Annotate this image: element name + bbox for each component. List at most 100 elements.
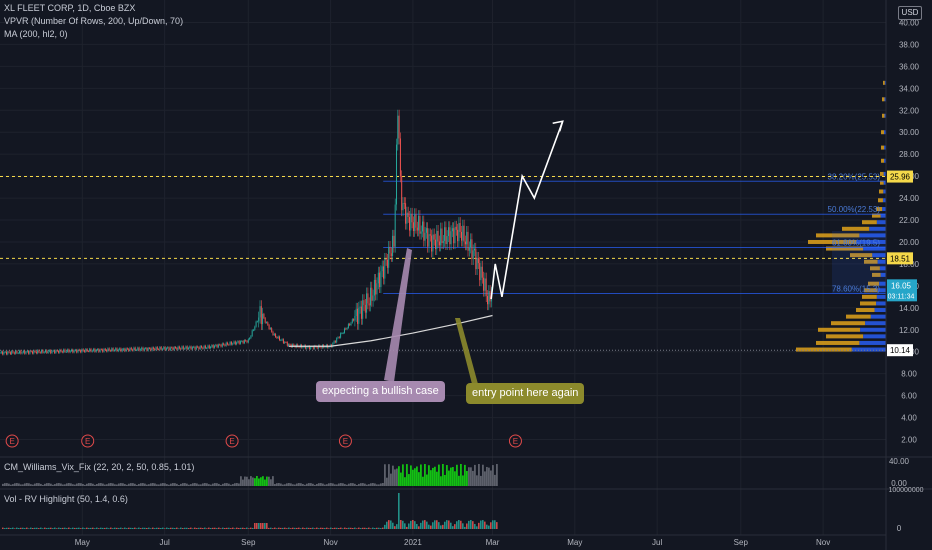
volume-bar bbox=[232, 527, 234, 529]
vix-bar bbox=[290, 483, 292, 486]
candle-body bbox=[242, 341, 244, 344]
candle-body bbox=[60, 349, 62, 352]
candle-body bbox=[455, 226, 457, 230]
y-tick-label: 34.00 bbox=[899, 84, 920, 93]
vix-bar bbox=[232, 484, 234, 486]
candle-body bbox=[63, 349, 65, 353]
volume-bar bbox=[160, 528, 162, 529]
volume-bar bbox=[174, 528, 176, 529]
time-axis: May Jul Sep Nov 2021 Mar May Jul Sep Nov bbox=[0, 534, 886, 547]
earnings-marker[interactable] bbox=[225, 434, 239, 448]
candle-body bbox=[341, 333, 343, 334]
vix-fix-label[interactable]: CM_Williams_Vix_Fix (22, 20, 2, 50, 0.85… bbox=[4, 462, 195, 472]
candle-body bbox=[398, 115, 400, 139]
candle-body bbox=[95, 349, 97, 352]
candle-body bbox=[130, 347, 132, 350]
volume-bar bbox=[236, 527, 238, 529]
vix-bar bbox=[30, 484, 32, 486]
volume-bar bbox=[338, 527, 340, 529]
vpvr-bar-down bbox=[846, 314, 871, 319]
projection-path[interactable] bbox=[490, 120, 564, 300]
candle-body bbox=[409, 216, 410, 231]
earnings-marker[interactable] bbox=[81, 434, 95, 448]
candle-body bbox=[58, 351, 59, 353]
candle-body bbox=[73, 350, 75, 353]
volume-bar bbox=[384, 524, 386, 529]
candle-body bbox=[204, 345, 206, 349]
candle-body bbox=[407, 212, 409, 217]
vix-bar bbox=[286, 483, 288, 486]
volume-bar bbox=[196, 528, 198, 529]
volume-bar bbox=[210, 528, 212, 529]
volume-label[interactable]: Vol - RV Highlight (50, 1.4, 0.6) bbox=[4, 494, 128, 504]
volume-bar bbox=[476, 526, 478, 529]
vix-bar bbox=[340, 483, 342, 486]
vpvr-bar-down bbox=[872, 272, 881, 277]
candle-body bbox=[388, 246, 390, 268]
candle-body bbox=[368, 303, 370, 306]
candle-body bbox=[306, 347, 308, 349]
candle-body bbox=[316, 346, 318, 349]
candle-body bbox=[284, 342, 286, 344]
bullish-callout[interactable]: expecting a bullish case bbox=[316, 381, 445, 402]
candle-body bbox=[276, 337, 278, 339]
earnings-marker[interactable] bbox=[508, 434, 522, 448]
volume-bar bbox=[204, 527, 206, 529]
candle-body bbox=[314, 345, 316, 349]
volume-bar bbox=[468, 520, 470, 529]
vix-bar bbox=[148, 484, 150, 486]
vpvr-legend[interactable]: VPVR (Number Of Rows, 200, Up/Down, 70) bbox=[4, 16, 184, 26]
volume-bar bbox=[278, 527, 280, 529]
vix-bar bbox=[438, 464, 440, 486]
candle-body bbox=[384, 258, 386, 279]
candle-body bbox=[228, 344, 230, 346]
candle-body bbox=[466, 231, 468, 245]
candle-body bbox=[367, 293, 369, 304]
volume-bar bbox=[362, 527, 364, 529]
vix-bar bbox=[72, 484, 74, 486]
ma-legend[interactable]: MA (200, hl2, 0) bbox=[4, 29, 68, 39]
volume-bar bbox=[2, 527, 4, 529]
candle-body bbox=[94, 348, 96, 352]
candle-body bbox=[103, 348, 105, 352]
volume-bar bbox=[400, 520, 402, 529]
vix-bar bbox=[328, 483, 330, 486]
vix-bar bbox=[410, 465, 412, 486]
vix-bar bbox=[116, 484, 118, 486]
earnings-marker[interactable] bbox=[338, 434, 352, 448]
candle-body bbox=[269, 328, 271, 329]
vix-bar bbox=[294, 484, 296, 486]
volume-bar bbox=[290, 528, 292, 529]
candle-body bbox=[402, 203, 404, 211]
currency-button[interactable]: USD bbox=[898, 6, 922, 20]
vix-bar bbox=[456, 464, 458, 486]
volume-bar bbox=[438, 522, 440, 529]
volume-bar bbox=[496, 522, 498, 529]
candle-body bbox=[0, 352, 1, 354]
volume-bar bbox=[110, 527, 112, 529]
candle-body bbox=[273, 333, 275, 336]
y-tick-label: 30.00 bbox=[899, 128, 920, 137]
vix-bar bbox=[136, 484, 138, 486]
volume-bar bbox=[200, 527, 202, 529]
candle-body bbox=[338, 337, 340, 338]
volume-bar bbox=[288, 527, 290, 529]
candle-body bbox=[219, 344, 221, 346]
volume-bar bbox=[154, 528, 156, 529]
vix-bar bbox=[460, 464, 462, 486]
volume-bar bbox=[318, 528, 320, 529]
entry-callout[interactable]: entry point here again bbox=[466, 383, 585, 404]
candle-body bbox=[450, 231, 452, 245]
vix-bar bbox=[52, 484, 54, 486]
candle-body bbox=[24, 350, 26, 354]
vix-bar bbox=[462, 475, 464, 486]
vix-bar bbox=[64, 484, 66, 486]
vix-bar bbox=[172, 483, 174, 486]
vix-bar bbox=[468, 467, 470, 486]
vpvr-bar-down bbox=[850, 253, 873, 258]
volume-bar bbox=[418, 526, 420, 529]
earnings-marker[interactable] bbox=[5, 434, 19, 448]
volume-bar bbox=[460, 520, 462, 529]
